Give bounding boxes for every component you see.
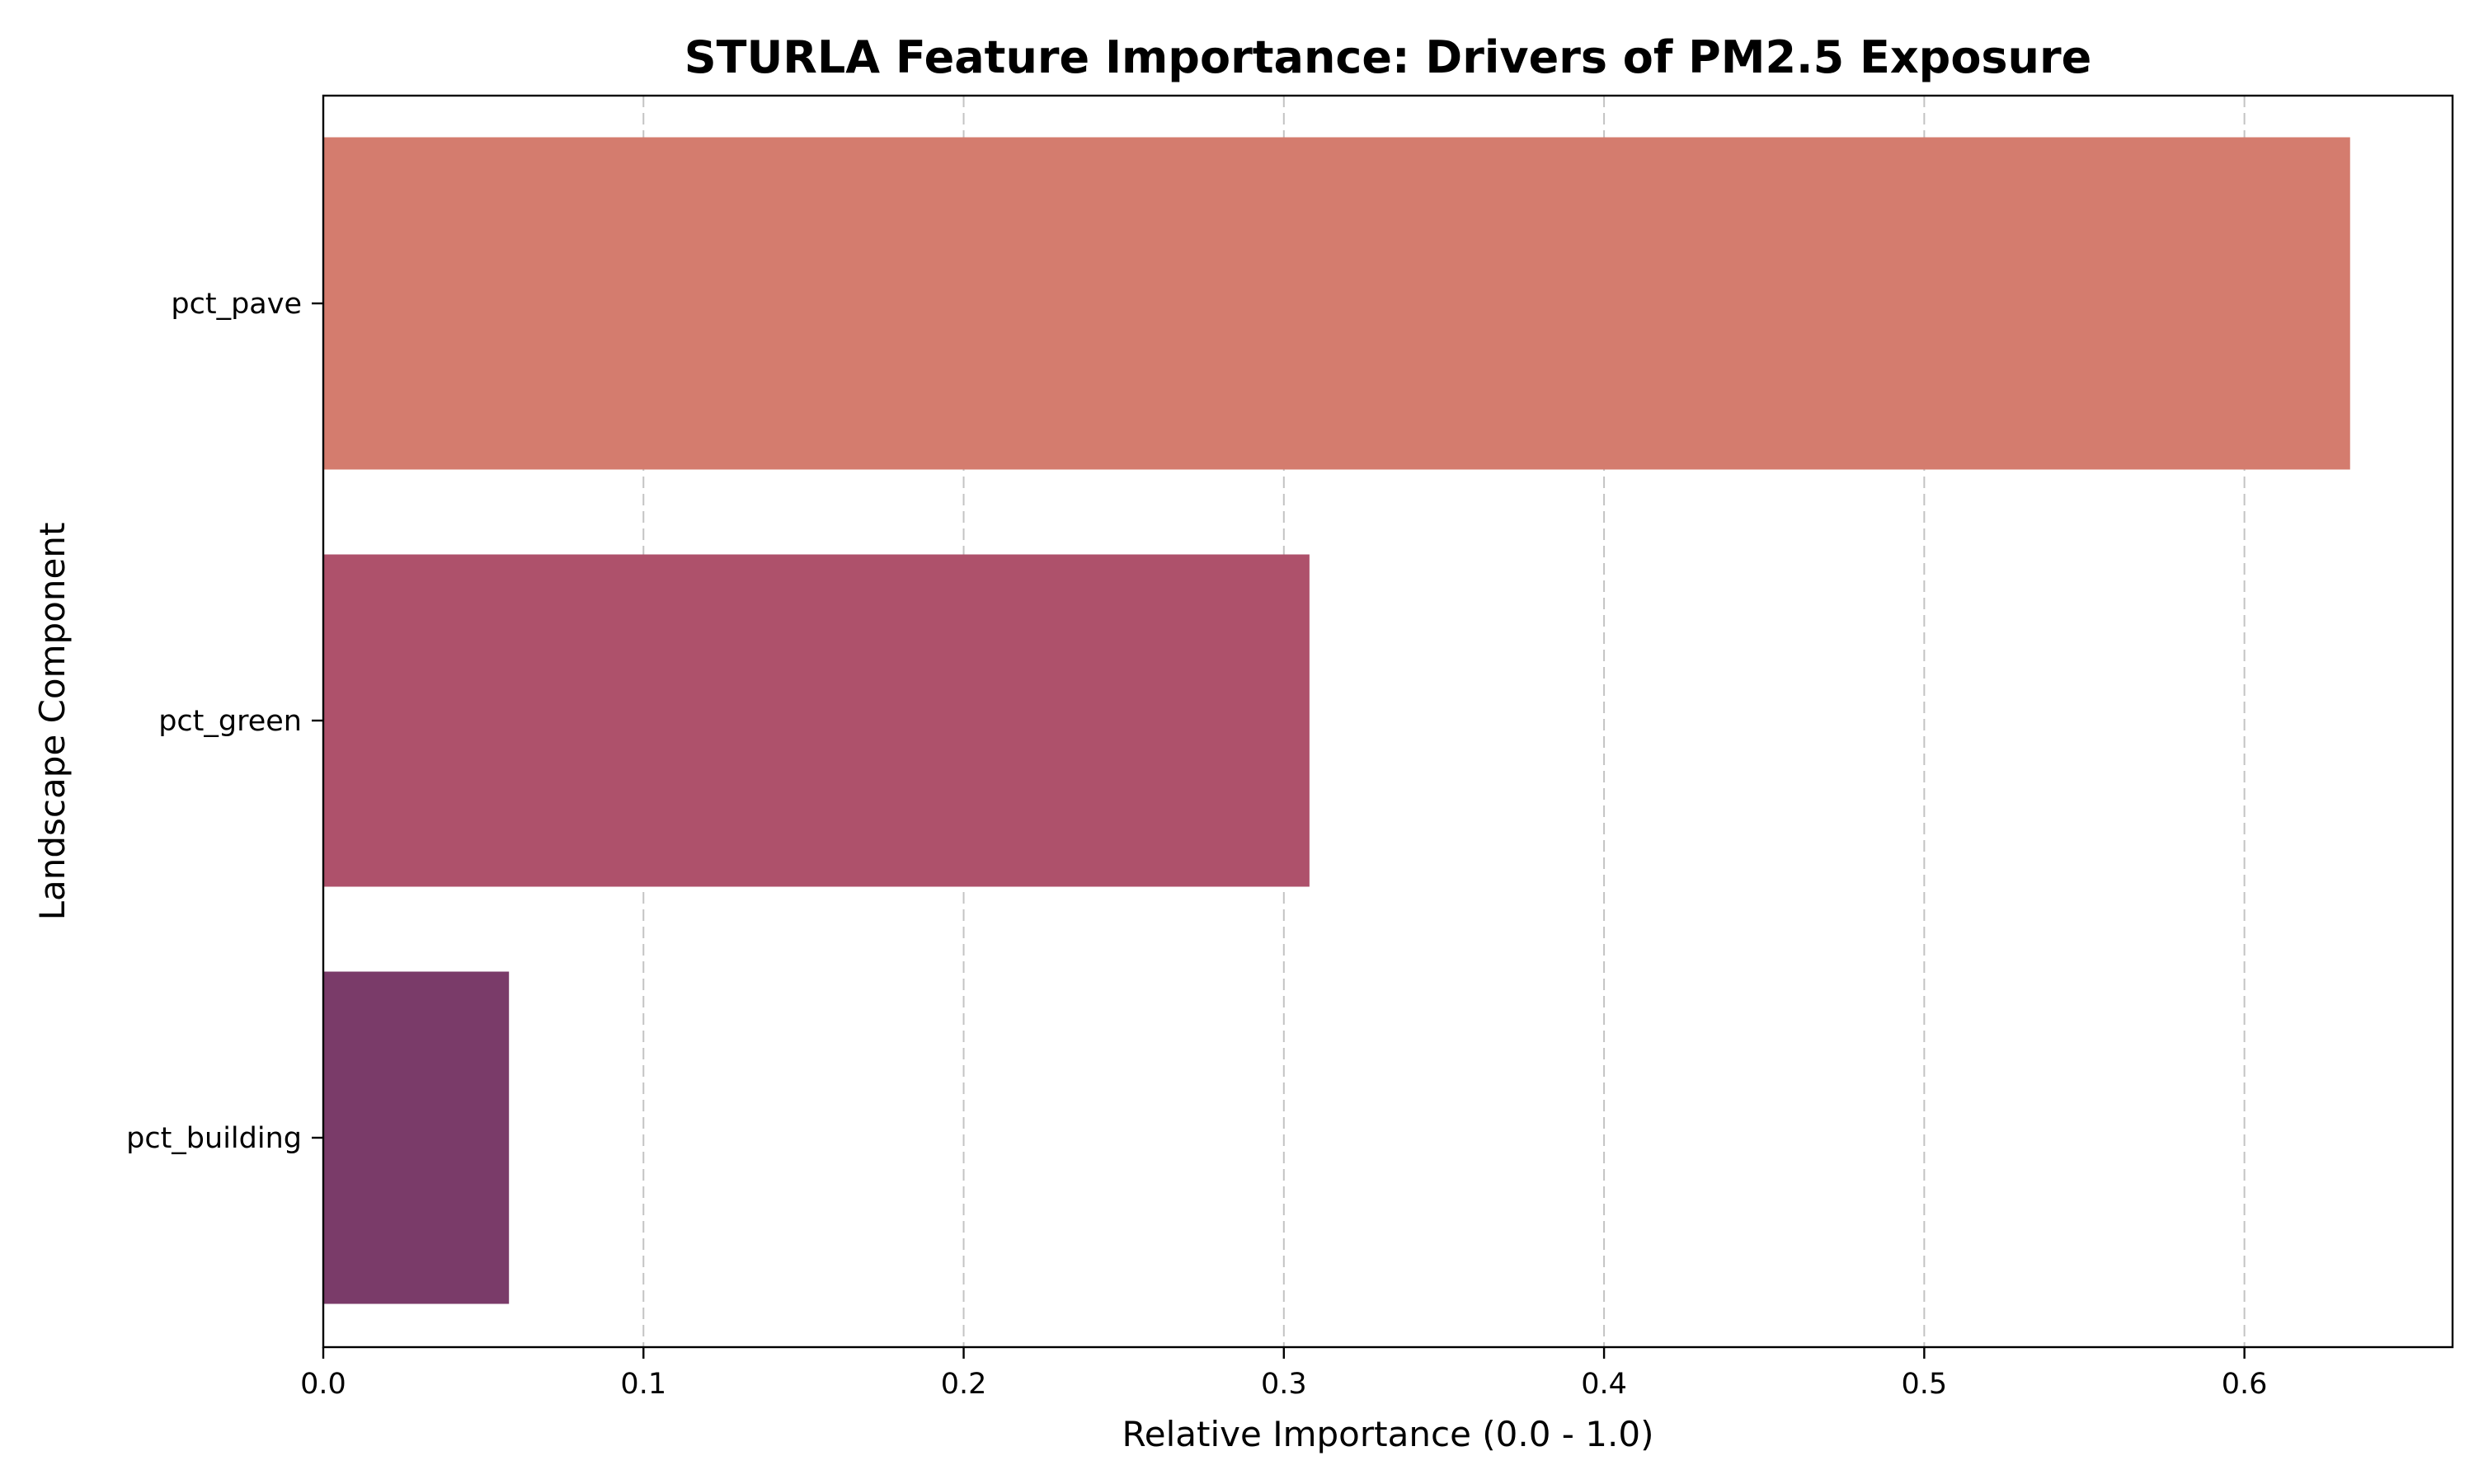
x-tick-label: 0.2	[941, 1368, 987, 1401]
y-tick-label: pct_green	[158, 705, 302, 738]
x-tick-label: 0.4	[1581, 1368, 1627, 1401]
bar-pct-pave	[323, 137, 2350, 470]
x-tick-label: 0.1	[620, 1368, 666, 1401]
x-axis-label: Relative Importance (0.0 - 1.0)	[1122, 1414, 1654, 1454]
chart-title: STURLA Feature Importance: Drivers of PM…	[684, 31, 2092, 83]
x-axis-ticks: 0.0 0.1 0.2 0.3 0.4 0.5 0.6	[300, 1347, 2267, 1401]
bar-pct-building	[323, 971, 510, 1304]
y-tick-label: pct_pave	[171, 288, 302, 321]
y-axis-label: Landscape Component	[32, 523, 73, 921]
x-tick-label: 0.6	[2222, 1368, 2268, 1401]
y-axis-ticks: pct_pave pct_green pct_building	[126, 288, 323, 1155]
bar-pct-green	[323, 554, 1310, 887]
x-tick-label: 0.0	[300, 1368, 346, 1401]
x-tick-label: 0.5	[1902, 1368, 1948, 1401]
x-tick-label: 0.3	[1261, 1368, 1307, 1401]
y-tick-label: pct_building	[126, 1122, 302, 1155]
bars	[323, 137, 2350, 1304]
